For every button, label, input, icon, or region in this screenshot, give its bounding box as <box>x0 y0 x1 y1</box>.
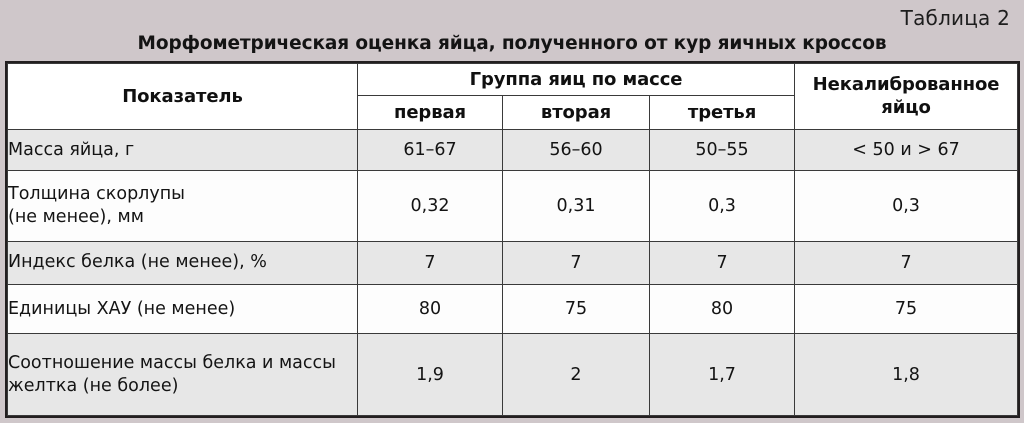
row-label-egg-mass: Масса яйца, г <box>7 128 358 172</box>
row-label-line-1: Соотношение массы белка и массы <box>8 352 336 373</box>
cell-haugh-units-third: 80 <box>648 283 796 335</box>
column-header-uncalibrated-egg: Некалиброванное яйцо <box>794 63 1019 130</box>
cell-egg-mass-third: 50–55 <box>648 128 796 172</box>
cell-egg-mass-uncalibrated: < 50 и > 67 <box>794 128 1019 172</box>
table-row: Единицы ХАУ (не менее) 80 75 80 75 <box>7 283 1019 335</box>
table-caption: Морфометрическая оценка яйца, полученног… <box>137 33 887 54</box>
row-label-shell-thickness: Толщина скорлупы (не менее), мм <box>7 170 358 242</box>
cell-protein-index-second: 7 <box>502 240 650 285</box>
cell-protein-index-first: 7 <box>357 240 503 285</box>
column-header-group-first: первая <box>357 95 503 130</box>
cell-protein-yolk-ratio-third: 1,7 <box>648 333 796 416</box>
header-row-top: Показатель Группа яиц по массе Некалибро… <box>7 63 1019 130</box>
cell-shell-thickness-third: 0,3 <box>648 170 796 242</box>
cell-haugh-units-uncalibrated: 75 <box>794 283 1019 335</box>
row-label-line-2: желтка (не более) <box>8 375 179 396</box>
table-body: Масса яйца, г 61–67 56–60 50–55 < 50 и >… <box>7 128 1019 416</box>
cell-haugh-units-second: 75 <box>502 283 650 335</box>
cell-egg-mass-first: 61–67 <box>357 128 503 172</box>
cell-shell-thickness-second: 0,31 <box>502 170 650 242</box>
cell-protein-yolk-ratio-second: 2 <box>502 333 650 416</box>
cell-shell-thickness-uncalibrated: 0,3 <box>794 170 1019 242</box>
row-label-line-1: Толщина скорлупы <box>8 184 185 205</box>
cell-haugh-units-first: 80 <box>357 283 503 335</box>
table-container: Показатель Группа яиц по массе Некалибро… <box>5 61 1020 418</box>
column-header-indicator: Показатель <box>7 63 358 130</box>
header-row-sub: первая вторая третья <box>8 95 1018 130</box>
row-label-protein-index: Индекс белка (не менее), % <box>7 240 358 285</box>
morphometric-table: Показатель Группа яиц по массе Некалибро… <box>7 63 1019 416</box>
column-header-group-third: третья <box>648 95 796 130</box>
table-head: Показатель Группа яиц по массе Некалибро… <box>7 63 1019 130</box>
column-header-group-by-mass: Группа яиц по массе <box>356 63 796 96</box>
table-row: Масса яйца, г 61–67 56–60 50–55 < 50 и >… <box>7 128 1019 172</box>
cell-egg-mass-second: 56–60 <box>502 128 650 172</box>
column-header-group-second: вторая <box>502 95 650 130</box>
table-row: Соотношение массы белка и массы желтка (… <box>7 333 1019 416</box>
cell-protein-yolk-ratio-uncalibrated: 1,8 <box>794 333 1019 416</box>
cell-protein-index-third: 7 <box>648 240 796 285</box>
cell-protein-yolk-ratio-first: 1,9 <box>357 333 503 416</box>
cell-shell-thickness-first: 0,32 <box>357 170 503 242</box>
table-number-label: Таблица 2 <box>900 6 1010 30</box>
table-row: Индекс белка (не менее), % 7 7 7 7 <box>7 240 1019 285</box>
row-label-protein-yolk-ratio: Соотношение массы белка и массы желтка (… <box>7 333 358 416</box>
table-row: Толщина скорлупы (не менее), мм 0,32 0,3… <box>7 170 1019 242</box>
cell-protein-index-uncalibrated: 7 <box>794 240 1019 285</box>
row-label-line-2: (не менее), мм <box>8 206 144 227</box>
row-label-haugh-units: Единицы ХАУ (не менее) <box>7 283 358 335</box>
title-band: Таблица 2 Морфометрическая оценка яйца, … <box>0 0 1024 61</box>
